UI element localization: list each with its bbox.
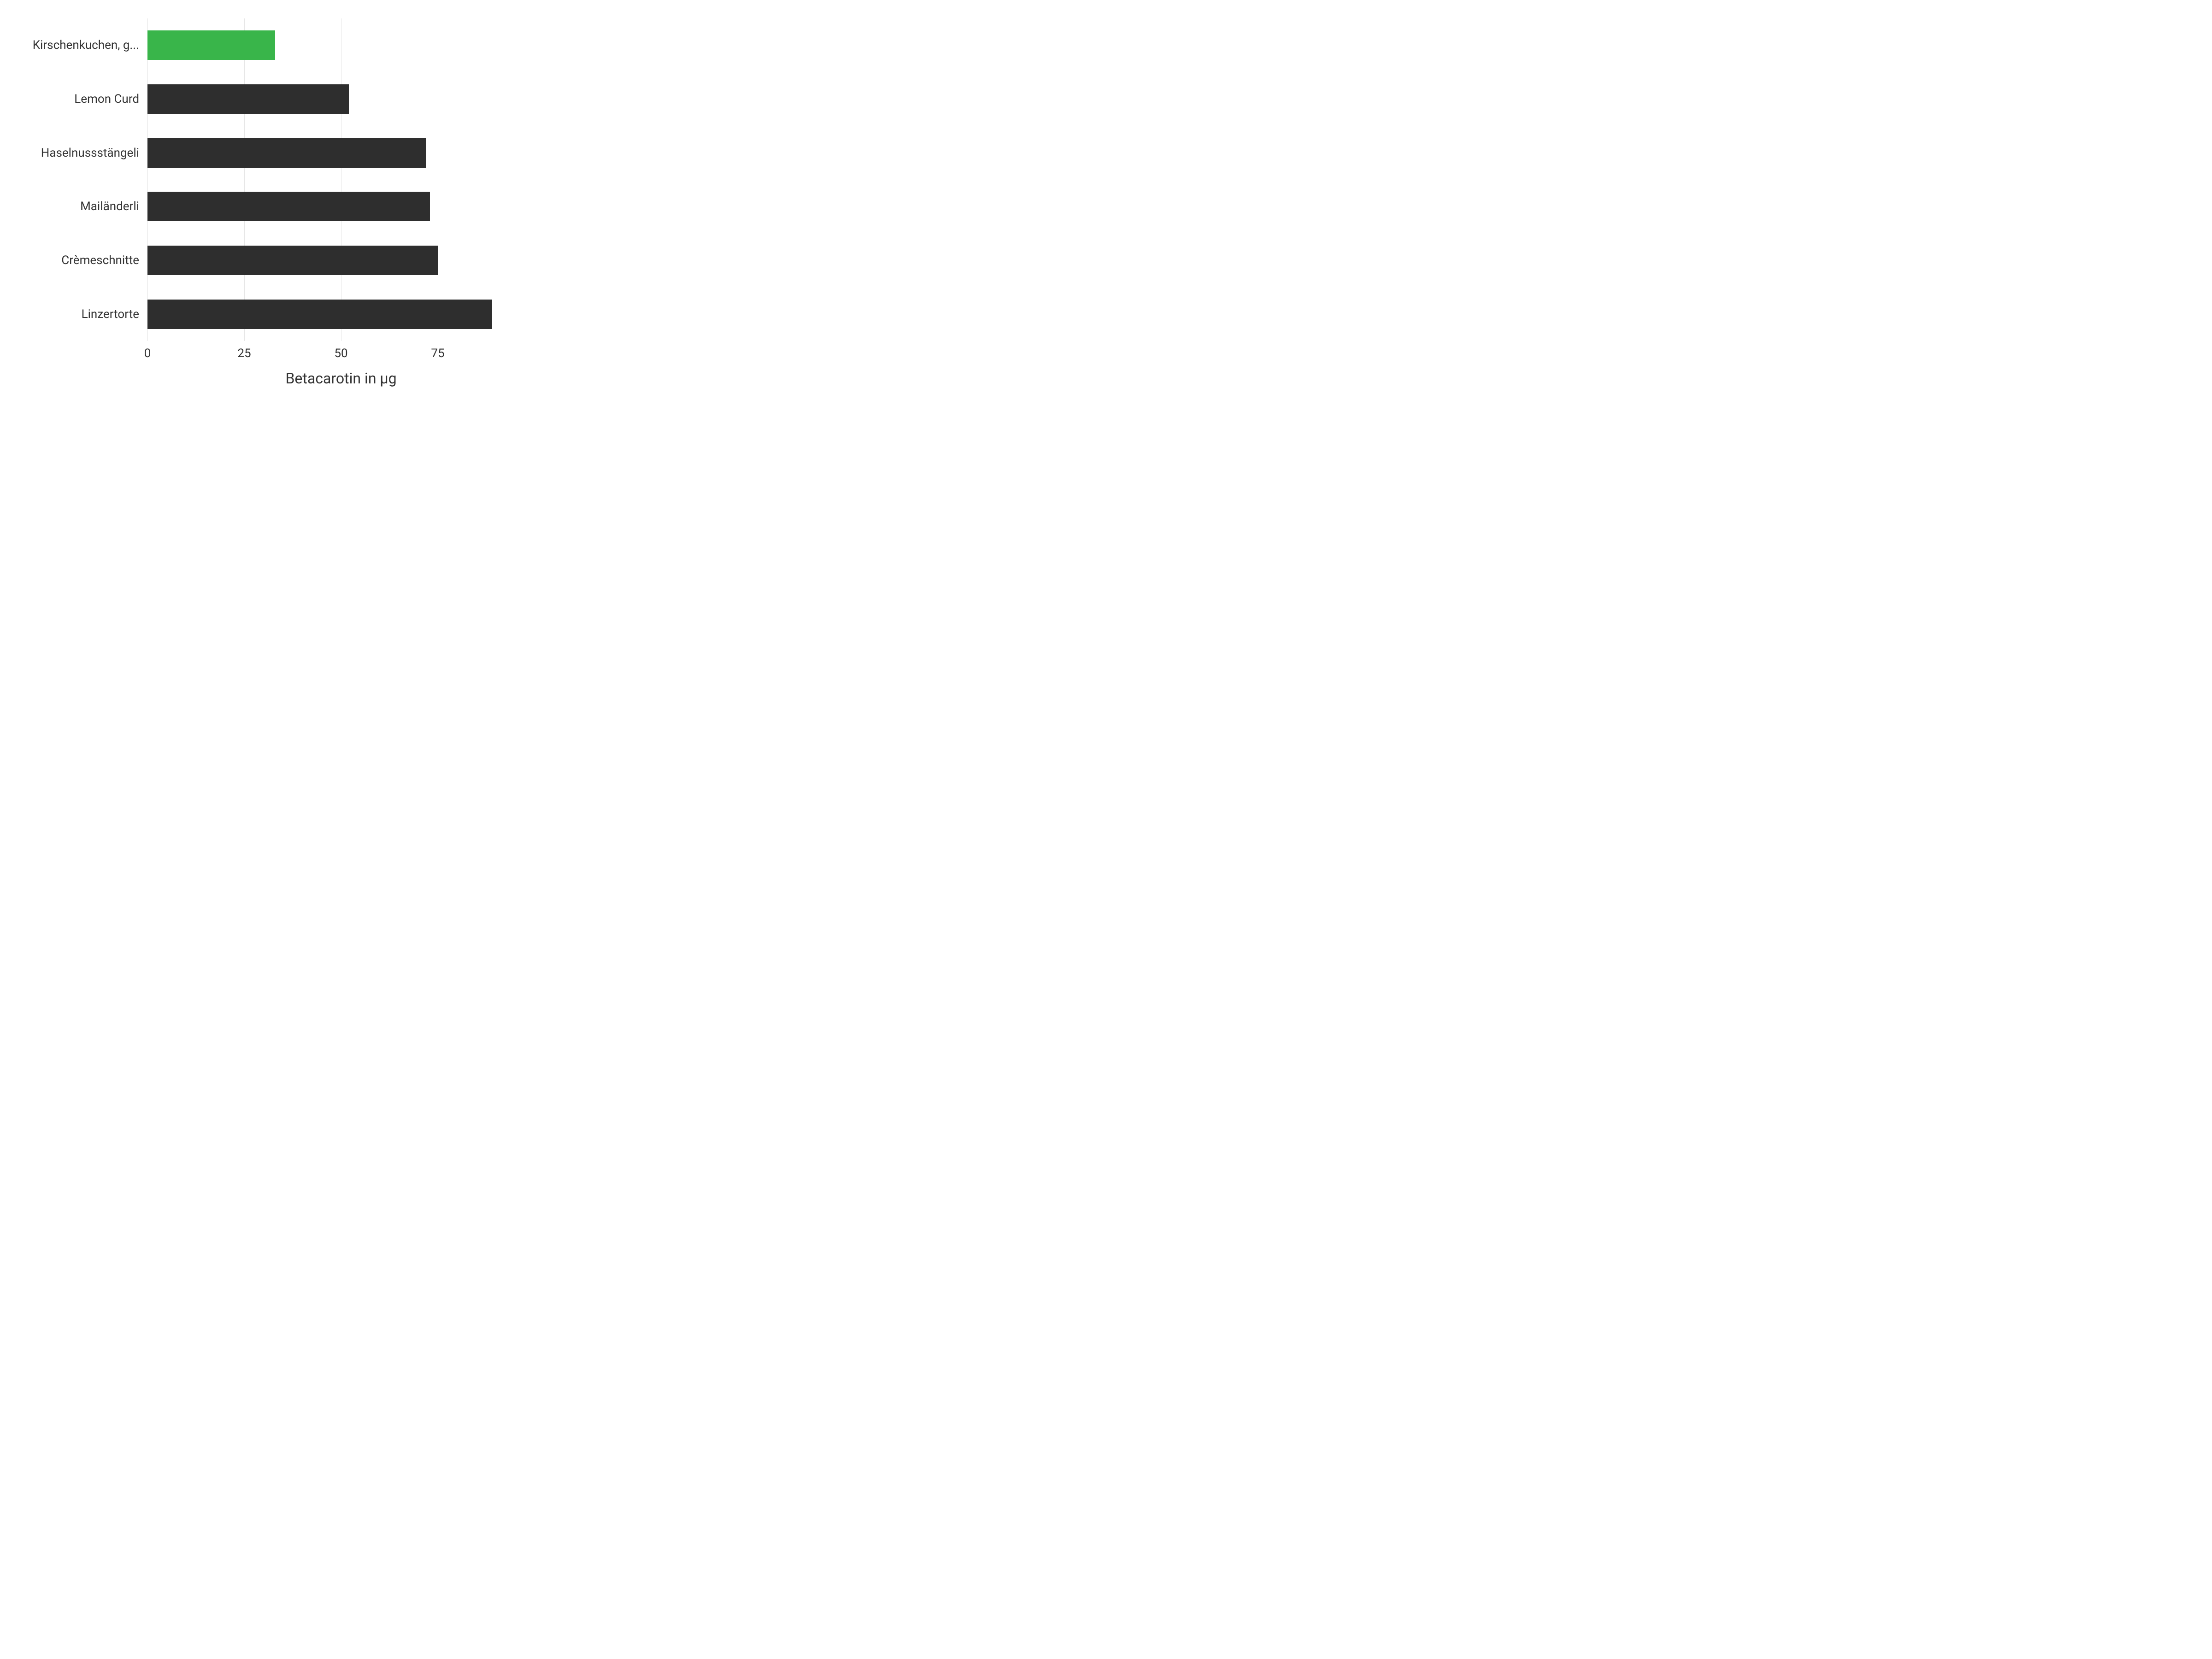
bar [147,192,430,221]
x-tick-label: 50 [334,347,347,360]
bar [147,84,349,114]
bar [147,138,426,168]
plot-area: 0255075Kirschenkuchen, g...Lemon CurdHas… [147,18,535,341]
x-axis-label: Betacarotin in µg [147,370,535,387]
chart-container: 0255075Kirschenkuchen, g...Lemon CurdHas… [9,18,544,396]
bar-row: Kirschenkuchen, g... [147,18,535,72]
y-category-label: Kirschenkuchen, g... [33,38,139,52]
y-category-label: Linzertorte [82,307,139,321]
bar-row: Crèmeschnitte [147,234,535,288]
bar-row: Lemon Curd [147,72,535,126]
y-category-label: Mailänderli [80,200,139,213]
x-tick-label: 75 [431,347,444,360]
bar-row: Mailänderli [147,180,535,234]
bar [147,30,275,60]
bar-row: Haselnussstängeli [147,126,535,180]
y-category-label: Lemon Curd [74,92,139,106]
bar [147,246,438,275]
bar-row: Linzertorte [147,287,535,341]
x-tick-label: 0 [144,347,151,360]
x-tick-label: 25 [237,347,251,360]
y-category-label: Haselnussstängeli [41,146,139,160]
y-category-label: Crèmeschnitte [61,253,139,267]
bar [147,300,492,329]
